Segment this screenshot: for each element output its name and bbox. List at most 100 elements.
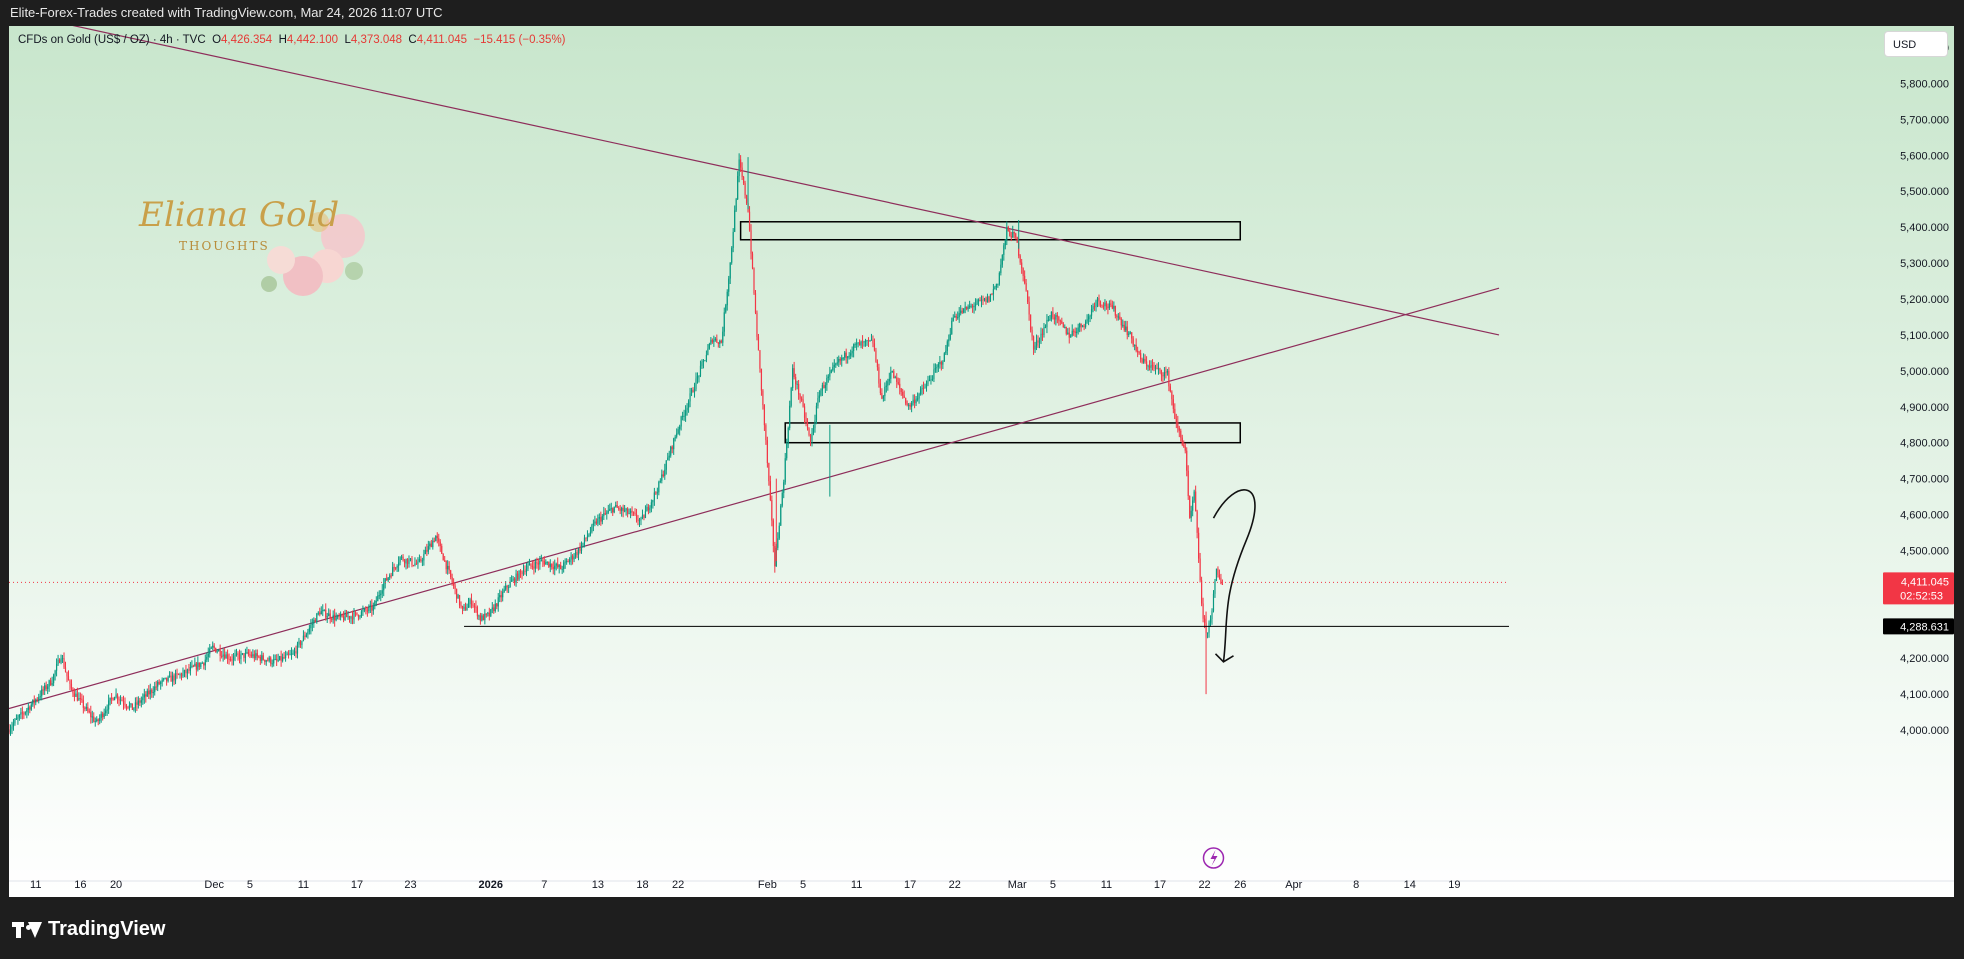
candle-body [713, 340, 715, 343]
candle [708, 342, 710, 350]
candle-body [284, 655, 287, 658]
candle-body [429, 543, 431, 547]
candle [1007, 225, 1009, 232]
candle [157, 680, 159, 692]
candle [20, 707, 22, 720]
candle [182, 667, 184, 678]
candle-body [1018, 242, 1020, 256]
candle [415, 559, 418, 565]
candle [136, 696, 138, 712]
candle [439, 539, 441, 552]
candle-body [986, 296, 989, 303]
candle-body [186, 669, 189, 674]
candle [1076, 327, 1078, 338]
candle [835, 362, 837, 368]
candle [744, 180, 746, 199]
candle-body [885, 385, 887, 387]
trendline-1 [72, 26, 1500, 336]
candle-body [500, 595, 502, 598]
footer-bar [0, 897, 1964, 959]
candle-body [157, 681, 159, 687]
candle [692, 387, 694, 393]
candle-body [753, 268, 755, 294]
candle [490, 608, 492, 618]
candle [580, 541, 583, 554]
candle-body [992, 289, 995, 295]
candle-body [457, 595, 459, 599]
candle-body [1156, 367, 1158, 369]
candle-body [521, 571, 523, 575]
currency-button[interactable]: USD [1884, 31, 1948, 57]
candle-body [919, 389, 922, 394]
candle [991, 293, 993, 296]
candle [943, 352, 945, 362]
candle-body [698, 375, 700, 377]
candle [961, 307, 963, 315]
candle-body [305, 634, 308, 638]
y-tick-label: 4,000.000 [1900, 725, 1949, 737]
candle [36, 697, 38, 703]
candle-body [1193, 491, 1195, 501]
candle-body [319, 612, 321, 615]
candle-body [858, 342, 861, 346]
candle-body [1174, 408, 1176, 419]
candle [232, 653, 235, 666]
candle [1160, 369, 1163, 382]
candle-body [222, 654, 224, 657]
candle-body [171, 675, 174, 682]
price-chart[interactable]: 4,000.0004,100.0004,200.0004,300.0004,40… [9, 26, 1954, 897]
candle [176, 668, 178, 679]
candle [328, 608, 330, 617]
candle [861, 335, 864, 349]
candle [647, 504, 650, 515]
candle [96, 716, 98, 723]
candle [1126, 320, 1128, 340]
candle-body [777, 538, 779, 548]
candle [1137, 346, 1139, 358]
candle-body [354, 612, 357, 614]
candle-body [988, 296, 990, 302]
candle-body [768, 463, 770, 482]
candle-body [122, 700, 125, 704]
candle-body [448, 565, 450, 571]
eliana-gold-logo: Eliana Gold THOUGHTS [138, 195, 365, 296]
candle-body [1101, 304, 1103, 306]
tradingview-brand[interactable]: TradingView [12, 918, 165, 941]
symbol-legend: CFDs on Gold (US$ / OZ) · 4h · TVC O4,42… [18, 34, 566, 46]
candle-body [830, 370, 832, 373]
candle [33, 695, 35, 709]
candle [57, 654, 59, 666]
candle-body [1175, 418, 1177, 423]
candle-body [826, 377, 828, 386]
candle [195, 661, 197, 676]
candle [347, 610, 349, 620]
candle-body [680, 416, 682, 427]
candle-body [256, 653, 258, 657]
candle [119, 695, 122, 705]
candle-body [762, 390, 764, 406]
candle-body [634, 512, 636, 515]
rose-bouquet-icon [261, 212, 365, 296]
candle-body [569, 559, 571, 563]
candle [482, 613, 484, 621]
candle [781, 489, 783, 508]
candle [866, 339, 868, 346]
candle [481, 613, 483, 622]
candle-body [280, 656, 282, 661]
candle-body [451, 577, 453, 583]
candle-body [879, 383, 881, 394]
candle [97, 718, 99, 726]
candle [823, 381, 825, 389]
candle [372, 602, 374, 615]
candle-body [948, 339, 950, 342]
candle [1111, 300, 1113, 310]
candle [1040, 327, 1042, 345]
candle-body [1055, 315, 1057, 320]
candle [381, 584, 383, 598]
candle-body [334, 614, 336, 621]
candle [1157, 362, 1160, 375]
candle-body [912, 399, 914, 403]
candle-body [786, 444, 788, 459]
trendline-2 [9, 287, 1500, 710]
candle-body [682, 415, 684, 417]
